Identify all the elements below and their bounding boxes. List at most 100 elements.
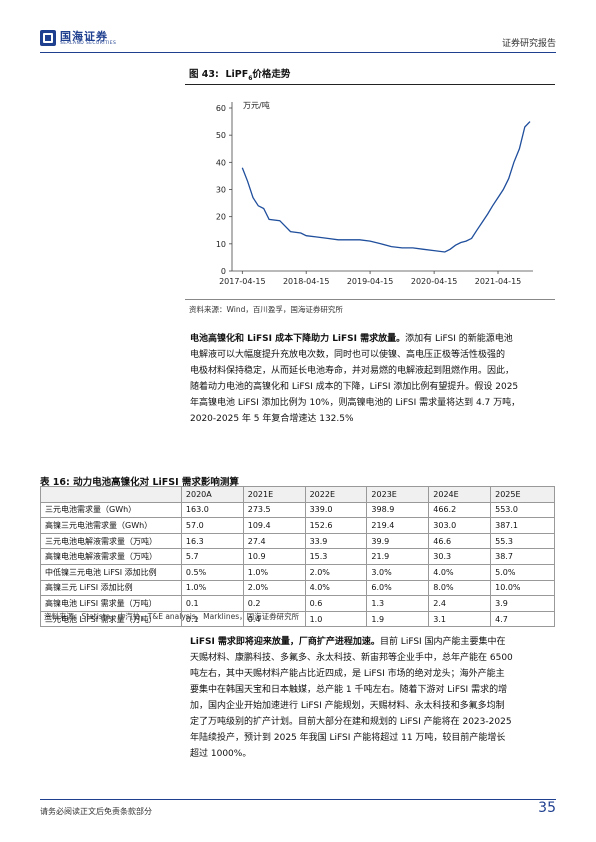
table-cell: 553.0 [490, 501, 555, 519]
table-cell: 高镍电池电解液需求量（万吨） [40, 548, 182, 565]
table-cell: 1.0% [242, 563, 306, 581]
x-tick-label: 2018-04-15 [283, 277, 330, 286]
table-row: 高镍电池 LiFSI 需求量（万吨） 0.1 0.2 0.6 1.3 2.4 3.9 [40, 595, 555, 612]
table-cell: 33.9 [304, 532, 368, 550]
y-tick-label: 0 [221, 267, 226, 276]
figure-top-rule [185, 84, 555, 85]
table-header-cell [40, 486, 182, 503]
y-tick-label: 10 [216, 240, 226, 249]
logo-icon [40, 30, 56, 46]
table-cell: 219.4 [366, 517, 430, 534]
paragraph-2-lead: LiFSI 需求即将迎来放量，厂商扩产进程加速。 [190, 637, 380, 647]
table-cell: 46.6 [428, 532, 492, 550]
table-cell: 6.0% [366, 579, 430, 597]
table-cell: 1.0% [180, 579, 244, 597]
table-cell: 109.4 [242, 517, 306, 534]
table-cell: 0.1 [180, 595, 244, 612]
table-cell: 466.2 [428, 501, 492, 519]
table-cell: 57.0 [180, 517, 244, 534]
table-cell: 273.5 [242, 501, 306, 519]
table-cell: 三元电池需求量（GWh） [40, 501, 182, 519]
table-row: 中低镍三元电池 LiFSI 添加比例 0.5% 1.0% 2.0% 3.0% 4.0% 5.… [40, 563, 555, 581]
table-header-cell: 2024E [428, 486, 492, 503]
table-cell: 39.9 [366, 532, 430, 550]
table-cell: 0.1 [180, 610, 244, 628]
table-cell: 10.0% [490, 579, 555, 597]
table-cell: 1.9 [366, 610, 430, 628]
table-cell: 16.3 [180, 532, 244, 550]
figure-title: 图 43: LiPF6价格走势 [189, 69, 291, 82]
figure-source: 资料来源：Wind，百川盈孚，国海证券研究所 [189, 305, 343, 314]
table-cell: 1.3 [366, 595, 430, 612]
table-cell: 2.0% [242, 579, 306, 597]
y-axis-unit-label: 万元/吨 [243, 100, 270, 110]
table-row: 三元电池需求量（GWh） 163.0 273.5 339.0 398.9 466.2 553… [40, 501, 555, 519]
table-cell: 163.0 [180, 501, 244, 519]
table-row: 高镍三元电池需求量（GWh） 57.0 109.4 152.6 219.4 303.0 38… [40, 517, 555, 534]
price-chart: 万元/吨 0 10 20 30 40 50 60 2017-04-15 2018-04-15 20… [216, 100, 533, 286]
price-series-line [241, 121, 531, 253]
table-row: 高镍三元 LiFSI 添加比例 1.0% 2.0% 4.0% 6.0% 8.0% 10.0% [40, 579, 555, 597]
footer-divider [40, 799, 556, 800]
table-cell: 1.0 [304, 610, 368, 628]
table-row: 三元电池 LiFSI 需求量（万吨） 0.1 0.4 1.0 1.9 3.1 4.7 [40, 610, 555, 628]
table-cell: 高镍三元电池需求量（GWh） [40, 517, 182, 534]
paragraph-1-lead: 电池高镍化和 LiFSI 成本下降助力 LiFSI 需求放量。 [190, 334, 406, 344]
footer-disclaimer: 请务必阅读正文后免责条款部分 [40, 807, 152, 816]
table-cell: 3.9 [490, 595, 555, 612]
table-cell: 398.9 [366, 501, 430, 519]
x-tick-label: 2021-04-15 [475, 277, 522, 286]
y-tick-label: 20 [216, 213, 226, 222]
figure-bottom-rule [185, 299, 555, 300]
y-tick-label: 30 [216, 186, 226, 195]
table-cell: 152.6 [304, 517, 368, 534]
table-cell: 2.4 [428, 595, 492, 612]
table-cell: 30.3 [428, 548, 492, 565]
lifsi-demand-table: 2020A 2021E 2022E 2023E 2024E 2025E 三元电池需求量（GW… [40, 486, 555, 628]
y-tick-label: 50 [216, 131, 226, 140]
table-header-row: 2020A 2021E 2022E 2023E 2024E 2025E [40, 486, 555, 503]
table-row: 三元电池电解液需求量（万吨） 16.3 27.4 33.9 39.9 46.6 55.3 [40, 532, 555, 550]
table-cell: 三元电池 LiFSI 需求量（万吨） [40, 610, 182, 628]
table-cell: 5.0% [490, 563, 555, 581]
table-cell: 2.0% [304, 563, 368, 581]
table-cell: 0.5% [180, 563, 244, 581]
table-cell: 0.6 [304, 595, 368, 612]
table-cell: 303.0 [428, 517, 492, 534]
table-cell: 高镍三元 LiFSI 添加比例 [40, 579, 182, 597]
table-cell: 21.9 [366, 548, 430, 565]
table-cell: 387.1 [490, 517, 555, 534]
logo-subtext: SEALAND SECURITIES [60, 41, 117, 46]
doc-type: 证券研究报告 [501, 39, 556, 49]
table-source: 资料来源：Statista，中汽协，T&E analysis，Marklines… [44, 612, 300, 621]
table-cell: 5.7 [180, 548, 244, 565]
table-header-cell: 2022E [304, 486, 368, 503]
header-divider [40, 52, 556, 53]
table-header-cell: 2023E [366, 486, 430, 503]
table-cell: 10.9 [242, 548, 306, 565]
table-header-cell: 2025E [490, 486, 555, 503]
y-tick-label: 40 [216, 158, 226, 167]
table-cell: 3.1 [428, 610, 492, 628]
table-cell: 27.4 [242, 532, 306, 550]
table-cell: 0.4 [242, 610, 306, 628]
table-cell: 4.7 [490, 610, 555, 628]
table-cell: 38.7 [490, 548, 555, 565]
x-tick-label: 2020-04-15 [411, 277, 458, 286]
table-cell: 中低镍三元电池 LiFSI 添加比例 [40, 563, 182, 581]
table-header-cell: 2021E [242, 486, 306, 503]
paragraph-1: 电池高镍化和 LiFSI 成本下降助力 LiFSI 需求放量。添加有 LiFSI… [190, 334, 521, 424]
table-cell: 4.0% [428, 563, 492, 581]
logo-text: 国海证券 [60, 30, 108, 43]
page-number: 35 [538, 800, 556, 816]
x-tick-label: 2017-04-15 [219, 277, 266, 286]
table-cell: 三元电池电解液需求量（万吨） [40, 532, 182, 550]
table-cell: 55.3 [490, 532, 555, 550]
table-cell: 0.2 [242, 595, 306, 612]
table-cell: 高镍电池 LiFSI 需求量（万吨） [40, 595, 182, 612]
table-cell: 4.0% [304, 579, 368, 597]
table-cell: 15.3 [304, 548, 368, 565]
table-header-cell: 2020A [180, 486, 244, 503]
paragraph-2: LiFSI 需求即将迎来放量，厂商扩产进程加速。目前 LiFSI 国内产能主要集… [190, 637, 513, 759]
table-title: 表 16: 动力电池高镍化对 LiFSI 需求影响测算 [40, 477, 239, 488]
